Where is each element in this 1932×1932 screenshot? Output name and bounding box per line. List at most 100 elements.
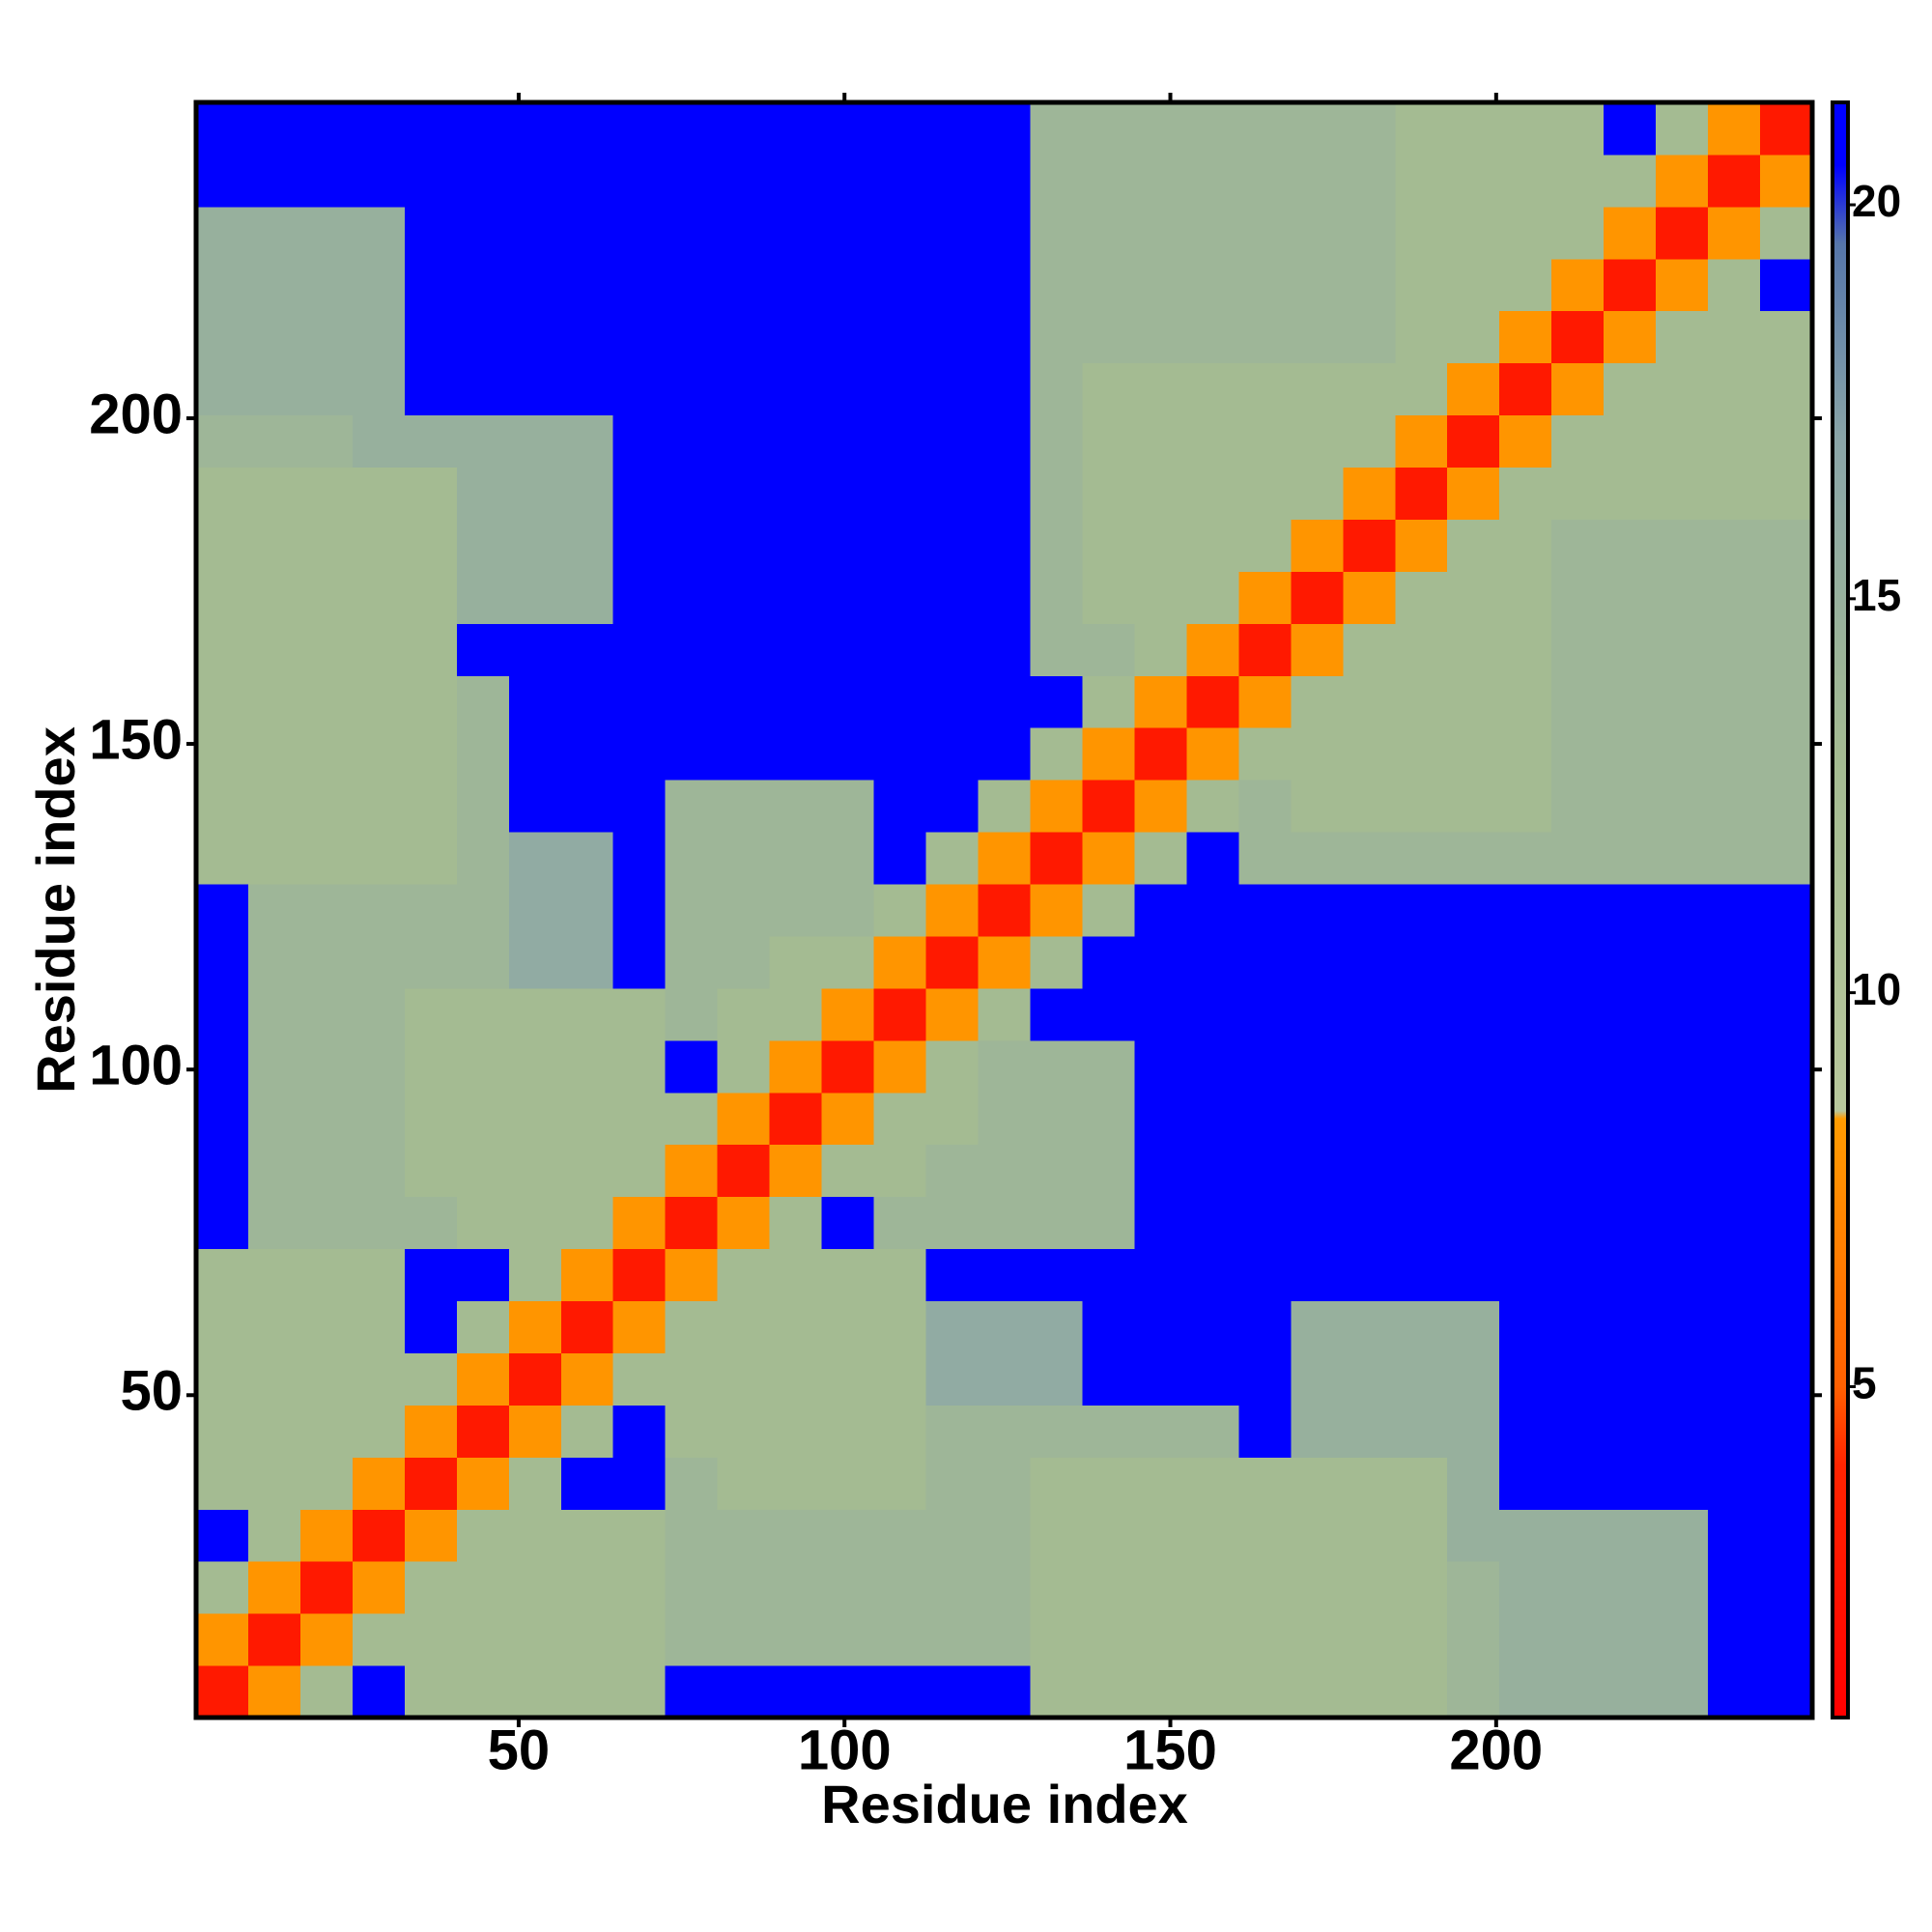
heatmap-cell	[1030, 1509, 1083, 1562]
heatmap-cell	[717, 780, 771, 833]
heatmap-cell	[1499, 154, 1552, 208]
heatmap-cell	[1291, 1300, 1344, 1353]
heatmap-cell	[769, 154, 823, 208]
heatmap-cell	[665, 675, 719, 728]
heatmap-cell	[978, 519, 1031, 572]
heatmap-cell	[1030, 1352, 1083, 1406]
heatmap-cell	[1134, 987, 1187, 1041]
heatmap-cell	[404, 987, 458, 1041]
heatmap-cell	[1551, 1509, 1605, 1562]
heatmap-cell	[665, 1561, 719, 1614]
heatmap-cell	[1395, 467, 1448, 520]
heatmap-cell	[1604, 1144, 1657, 1198]
heatmap-cell	[1082, 780, 1135, 833]
heatmap-cell	[1447, 258, 1500, 312]
heatmap-cell	[1030, 832, 1083, 885]
heatmap-cell	[665, 1248, 719, 1302]
heatmap-cell	[1551, 675, 1605, 728]
heatmap-cell	[665, 727, 719, 781]
heatmap-cell	[717, 1092, 771, 1146]
heatmap-cell	[1499, 1405, 1552, 1458]
heatmap-cell	[1343, 727, 1396, 781]
heatmap-cell	[1499, 832, 1552, 885]
heatmap-cell	[821, 935, 875, 989]
heatmap-cell	[456, 1039, 510, 1094]
heatmap-cell	[456, 935, 510, 989]
heatmap-cell	[978, 467, 1031, 520]
heatmap-cell	[612, 467, 667, 520]
heatmap-cell	[873, 414, 927, 469]
heatmap-cell	[247, 1196, 301, 1250]
heatmap-cell	[404, 1196, 458, 1250]
heatmap-cell	[1082, 1665, 1135, 1719]
heatmap-cell	[1030, 987, 1083, 1041]
heatmap-cell	[612, 414, 667, 469]
heatmap-cell	[1343, 675, 1396, 728]
heatmap-cell	[821, 1039, 875, 1094]
heatmap-cell	[196, 1039, 249, 1094]
heatmap-cell	[821, 1352, 875, 1406]
heatmap-cell	[1760, 675, 1813, 728]
heatmap-cell	[1238, 102, 1292, 156]
heatmap-cell	[821, 206, 875, 260]
heatmap-cell	[1186, 154, 1239, 208]
heatmap-cell	[560, 1613, 614, 1666]
heatmap-cell	[665, 623, 719, 676]
heatmap-cell	[1447, 1039, 1500, 1094]
heatmap-cell	[925, 780, 980, 833]
heatmap-cell	[1238, 1561, 1292, 1614]
axes: 50 100 150 200 50 100 150 200 5 10 15 20	[89, 93, 1901, 1781]
heatmap-cell	[1186, 571, 1239, 624]
heatmap-cell	[1134, 623, 1187, 676]
heatmap-cell	[769, 1144, 823, 1198]
heatmap-cell	[1030, 1196, 1083, 1250]
heatmap-cell	[456, 623, 510, 676]
heatmap-cell	[352, 935, 406, 989]
heatmap-cell	[247, 1352, 301, 1406]
heatmap-cell	[299, 675, 354, 728]
heatmap-cell	[1082, 1405, 1135, 1458]
heatmap-cell	[508, 623, 562, 676]
heatmap-cell	[1134, 206, 1187, 260]
heatmap-cell	[1656, 310, 1709, 364]
heatmap-cell	[1238, 467, 1292, 520]
heatmap-cell	[978, 1092, 1031, 1146]
heatmap-cell	[978, 310, 1031, 364]
heatmap-cell	[1186, 206, 1239, 260]
heatmap-cell	[1604, 154, 1657, 208]
heatmap-cell	[821, 727, 875, 781]
heatmap-cell	[1656, 1665, 1709, 1719]
heatmap-cell	[508, 1613, 562, 1666]
heatmap-cell	[1604, 1613, 1657, 1666]
heatmap-cell	[1447, 519, 1500, 572]
heatmap-cell	[769, 1196, 823, 1250]
heatmap-cell	[1604, 1092, 1657, 1146]
heatmap-cell	[1604, 1405, 1657, 1458]
heatmap-cell	[404, 467, 458, 520]
heatmap-cell	[821, 467, 875, 520]
heatmap-cell	[1708, 1352, 1761, 1406]
heatmap-cell	[1134, 1457, 1187, 1510]
x-tick-label: 200	[1449, 1719, 1543, 1781]
heatmap-cell	[247, 1665, 301, 1719]
heatmap-cell	[1395, 832, 1448, 885]
heatmap-cell	[1499, 1248, 1552, 1302]
heatmap-cell	[1447, 1196, 1500, 1250]
heatmap-cell	[873, 1144, 927, 1198]
heatmap-cell	[1134, 1613, 1187, 1666]
heatmap-cell	[717, 154, 771, 208]
colorbar-tick-label: 5	[1852, 1358, 1877, 1408]
heatmap-cell	[821, 571, 875, 624]
heatmap-cell	[1082, 519, 1135, 572]
heatmap-cell	[821, 310, 875, 364]
heatmap-cell	[352, 519, 406, 572]
heatmap-cell	[196, 206, 249, 260]
heatmap-cell	[1551, 1144, 1605, 1198]
heatmap-cell	[1760, 1352, 1813, 1406]
heatmap-cell	[821, 1509, 875, 1562]
heatmap-cell	[1186, 1248, 1239, 1302]
heatmap-cell	[247, 1509, 301, 1562]
heatmap-cell	[1291, 414, 1344, 469]
heatmap-cell	[247, 258, 301, 312]
heatmap-cell	[1760, 1561, 1813, 1614]
